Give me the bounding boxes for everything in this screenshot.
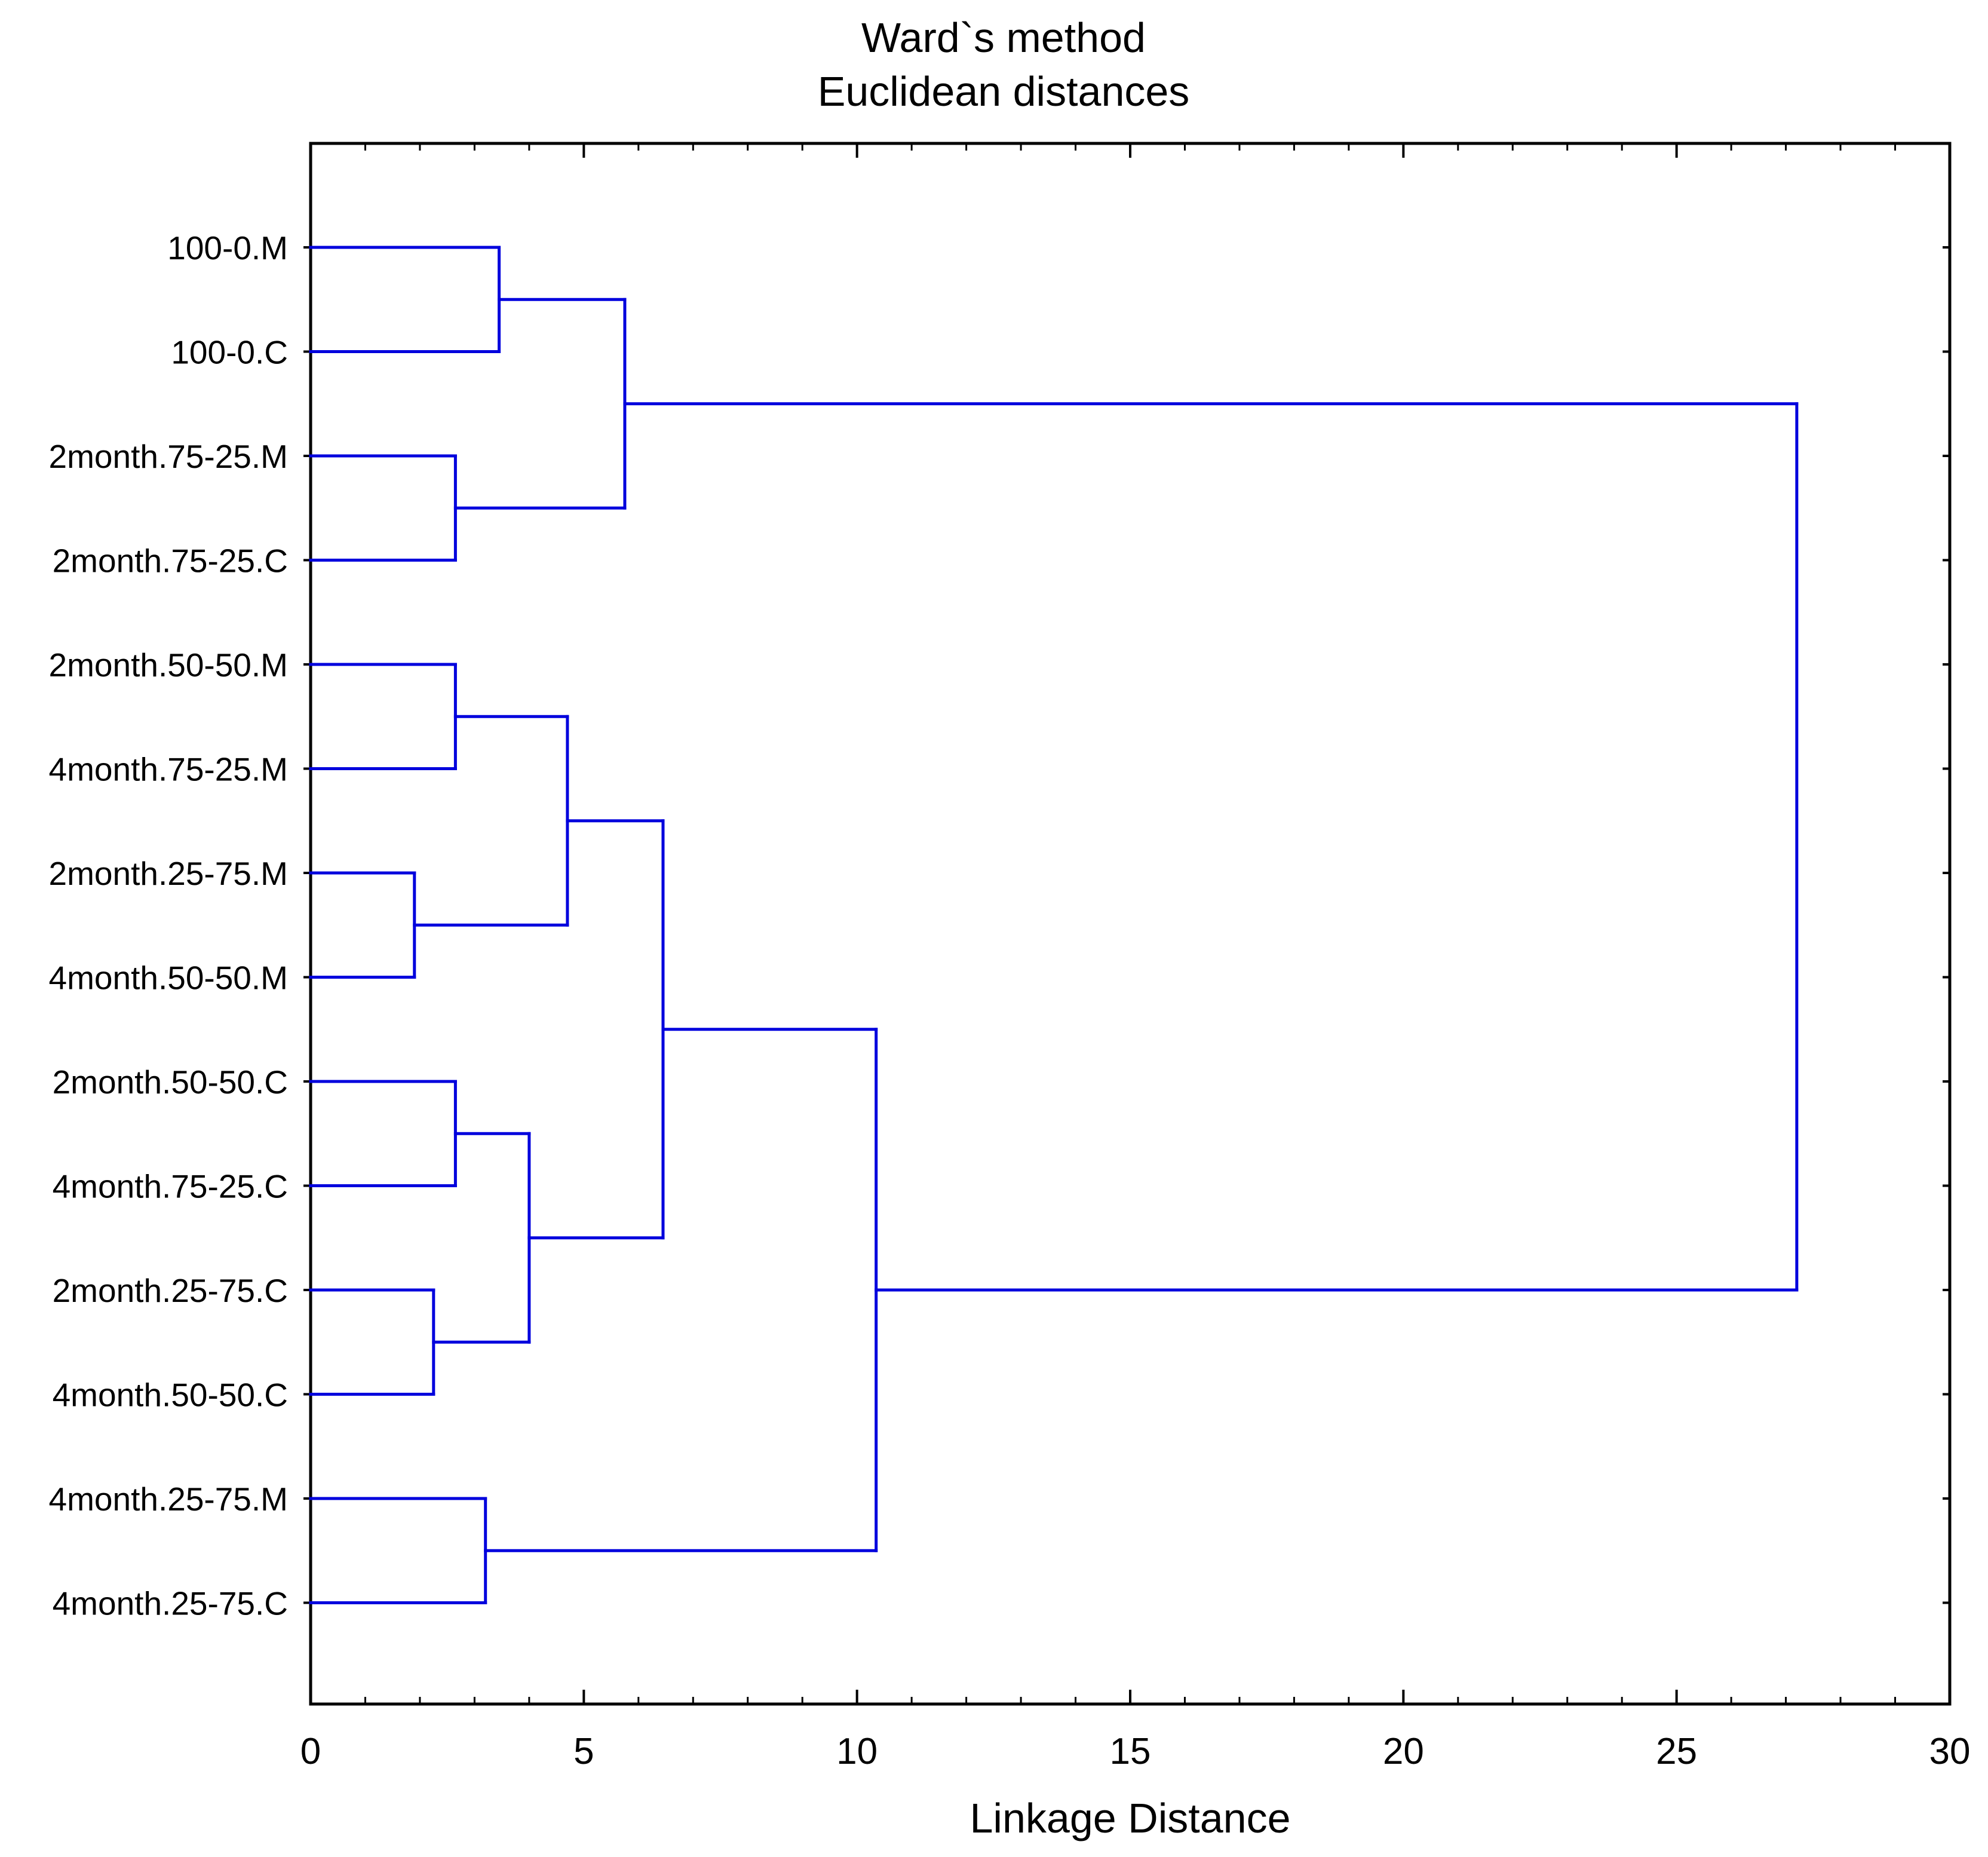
leaf-label: 4month.25-75.C	[53, 1585, 288, 1622]
leaf-label: 2month.25-75.C	[53, 1272, 288, 1309]
x-tick-label: 5	[573, 1731, 594, 1772]
leaf-label: 4month.25-75.M	[49, 1481, 289, 1518]
dendrogram-branches	[309, 246, 1799, 1604]
leaf-label: 100-0.C	[171, 334, 288, 371]
chart-subtitle: Euclidean distances	[818, 68, 1190, 115]
x-tick-label: 20	[1383, 1731, 1424, 1772]
leaf-labels: 100-0.M 100-0.C 2month.75-25.M 2month.75-25…	[49, 229, 289, 1622]
leaf-label: 2month.50-50.M	[49, 646, 289, 684]
leaf-label: 4month.75-25.M	[49, 751, 289, 788]
leaf-label: 2month.75-25.C	[53, 543, 288, 580]
leaf-label: 4month.75-25.C	[53, 1168, 288, 1205]
leaf-label: 2month.75-25.M	[49, 438, 289, 475]
leaf-label: 2month.50-50.C	[53, 1064, 288, 1101]
leaf-label: 100-0.M	[167, 229, 288, 266]
x-axis-tick-labels: 0 5 10 15 20 25 30	[300, 1731, 1971, 1772]
chart-title: Ward`s method	[861, 14, 1146, 61]
leaf-label: 4month.50-50.C	[53, 1377, 288, 1414]
leaf-label: 2month.25-75.M	[49, 855, 289, 892]
leaf-label: 4month.50-50.M	[49, 960, 289, 997]
x-axis-title: Linkage Distance	[970, 1795, 1291, 1841]
x-tick-label: 15	[1110, 1731, 1151, 1772]
x-tick-label: 25	[1656, 1731, 1697, 1772]
x-tick-label: 10	[836, 1731, 878, 1772]
x-tick-label: 0	[300, 1731, 321, 1772]
x-tick-label: 30	[1929, 1731, 1971, 1772]
